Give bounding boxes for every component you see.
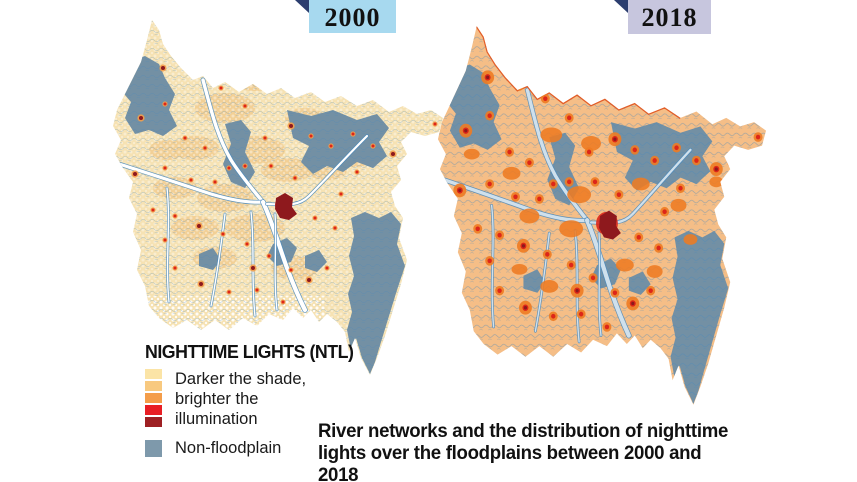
flag-pointer-icon — [295, 0, 309, 13]
legend-scale-description: Darker the shade, brighter the illuminat… — [175, 369, 307, 429]
caption-line-2: lights over the floodplains between 2000… — [318, 443, 702, 482]
legend-swatch-non-floodplain — [145, 439, 162, 457]
legend-swatch-4 — [145, 405, 162, 415]
ntl-color-scale — [145, 369, 162, 429]
map-2018-nighttime-lights — [430, 24, 768, 408]
legend-swatch-2 — [145, 381, 162, 391]
caption-line-1: River networks and the distribution of n… — [318, 421, 729, 442]
legend-swatch-5 — [145, 417, 162, 427]
year-label-2000: 2000 — [324, 2, 381, 32]
year-label-2018: 2018 — [641, 3, 698, 32]
legend-title: NIGHTTIME LIGHTS (NTL) — [145, 341, 354, 362]
legend-swatch-3 — [145, 393, 162, 403]
legend-swatch-1 — [145, 369, 162, 379]
legend-non-floodplain-label: Non-floodplain — [175, 438, 282, 458]
figure-caption: River networks and the distribution of n… — [318, 421, 730, 482]
year-badge-2018: 2018 — [614, 0, 711, 34]
map-2000-nighttime-lights — [105, 18, 445, 378]
legend: NIGHTTIME LIGHTS (NTL) Darker the shade,… — [145, 341, 360, 458]
year-badge-2000: 2000 — [295, 0, 396, 33]
flag-pointer-icon — [614, 0, 628, 13]
